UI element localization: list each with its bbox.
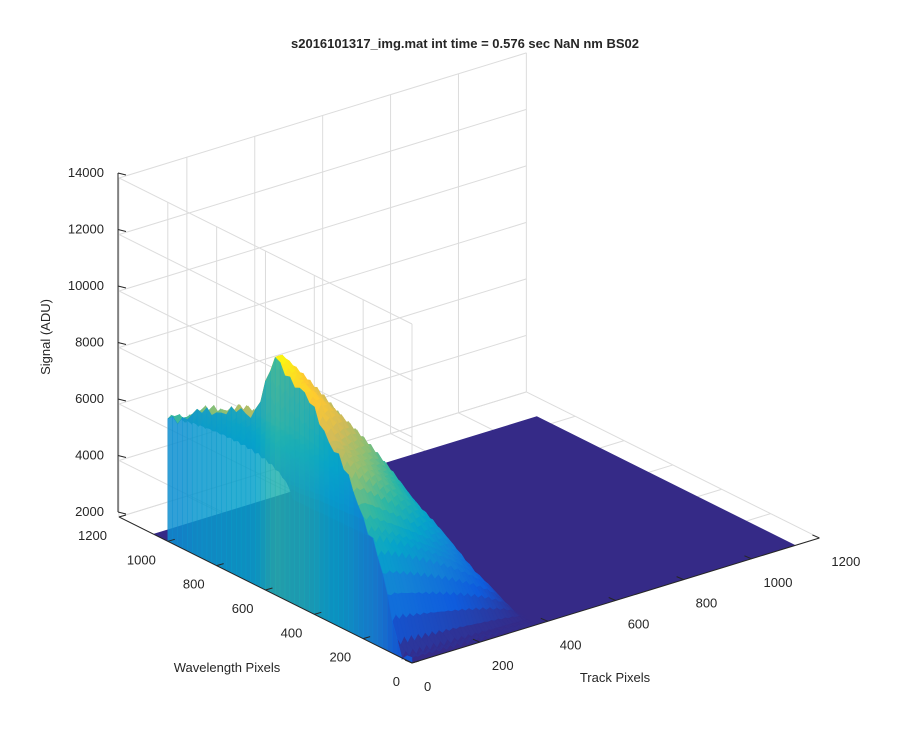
z-tick <box>117 229 127 232</box>
y-axis-label: Wavelength Pixels <box>174 660 281 675</box>
axes-layer: 2000400060008000100001200014000020040060… <box>68 165 860 694</box>
surface-side-facet <box>333 451 339 627</box>
surface-side-facet <box>201 406 208 562</box>
surface-side-facet <box>274 356 281 598</box>
x-tick-label: 200 <box>492 658 514 673</box>
surface-side-facet <box>270 357 276 596</box>
chart-title: s2016101317_img.mat int time = 0.576 sec… <box>291 36 639 51</box>
x-tick <box>472 638 481 643</box>
surface-side-facet <box>309 402 315 615</box>
z-tick <box>117 342 127 345</box>
y-tick-label: 1000 <box>127 552 156 567</box>
surface-side-facet <box>182 416 188 552</box>
x-floor-gridline <box>526 391 820 539</box>
z-tick <box>117 172 127 176</box>
z-tick-label: 12000 <box>68 222 104 237</box>
surface-side-facet <box>294 387 300 608</box>
y-tick-label: 200 <box>329 650 351 665</box>
y-tick-label: 800 <box>183 577 205 592</box>
x-tick-label: 600 <box>628 616 650 631</box>
surface-side-facet <box>196 408 203 559</box>
surface-side-facet <box>362 517 369 642</box>
surface-side-facet <box>299 387 305 610</box>
surface-side-facet <box>328 442 335 625</box>
x-tick <box>608 597 616 601</box>
x-tick <box>404 659 413 664</box>
z-tick-label: 8000 <box>75 335 104 350</box>
surface-side-facet <box>260 380 266 591</box>
z-tick <box>117 511 127 515</box>
y-tick <box>216 563 224 567</box>
y-tick <box>411 660 420 664</box>
y-tick-label: 0 <box>393 674 400 689</box>
surface-side-facet <box>221 412 227 571</box>
surface-side-facet <box>167 415 173 545</box>
z-tick <box>117 455 127 458</box>
surface-side-facet <box>372 537 379 647</box>
y-tick <box>265 587 273 591</box>
surface-side-facet <box>211 412 217 567</box>
surface-side-facet <box>265 370 271 593</box>
x-tick <box>812 534 820 539</box>
surface-side-facet <box>216 412 222 569</box>
x-tick <box>744 555 752 560</box>
surface-side-facet <box>177 416 183 550</box>
surface-side-facet <box>245 413 252 584</box>
surface-side-facet <box>226 405 232 574</box>
surface-side-facet <box>284 375 291 603</box>
surface-side-facet <box>318 423 325 620</box>
surface-side-facet <box>231 405 237 576</box>
surface-side-facet <box>250 408 256 586</box>
x-tick-label: 800 <box>696 596 718 611</box>
y-tick-label: 400 <box>281 625 303 640</box>
x-tick <box>540 617 548 622</box>
surface-side-facet <box>240 407 247 581</box>
surface-side-facet <box>377 557 383 649</box>
y-tick <box>118 514 127 518</box>
z-tick-label: 6000 <box>75 391 104 406</box>
z-tick <box>117 398 127 402</box>
y-tick-label: 600 <box>232 601 254 616</box>
surface-layer <box>153 354 796 664</box>
x-tick-label: 0 <box>424 679 431 694</box>
y-tick-label: 1200 <box>78 528 107 543</box>
surface-side-facet <box>338 453 344 630</box>
surface-side-facet <box>353 492 359 637</box>
surface-side-facet <box>304 392 310 613</box>
surface-side-facet <box>343 468 349 632</box>
surface-side-facet <box>206 406 213 564</box>
surface-side-facet <box>172 415 178 547</box>
x-tick <box>676 576 684 581</box>
y-tick <box>363 636 371 640</box>
surface-side-facet <box>279 362 286 601</box>
x-tick-label: 400 <box>560 637 582 652</box>
surface-side-facet <box>367 534 374 644</box>
surface-side-facet <box>358 505 364 640</box>
z-tick-label: 2000 <box>75 504 104 519</box>
z-tick <box>117 285 127 289</box>
surface-side-facet <box>348 474 354 635</box>
surface-side-facet <box>323 430 330 623</box>
z-tick-label: 4000 <box>75 448 104 463</box>
surface-side-facet <box>289 376 296 606</box>
z-tick-label: 14000 <box>68 165 104 180</box>
x-axis-label: Track Pixels <box>580 670 651 685</box>
surface-side-facet <box>187 413 193 554</box>
z-axis-label: Signal (ADU) <box>38 299 53 375</box>
surface-side-facet <box>314 406 320 618</box>
surface-side-facet <box>235 407 242 579</box>
z-tick-label: 10000 <box>68 278 104 293</box>
y-tick <box>314 611 322 615</box>
surface-side-facet <box>255 400 261 588</box>
surface-side-facet <box>191 408 198 557</box>
x-tick-label: 1200 <box>831 554 860 569</box>
x-tick-label: 1000 <box>764 575 793 590</box>
y-tick <box>167 538 175 542</box>
